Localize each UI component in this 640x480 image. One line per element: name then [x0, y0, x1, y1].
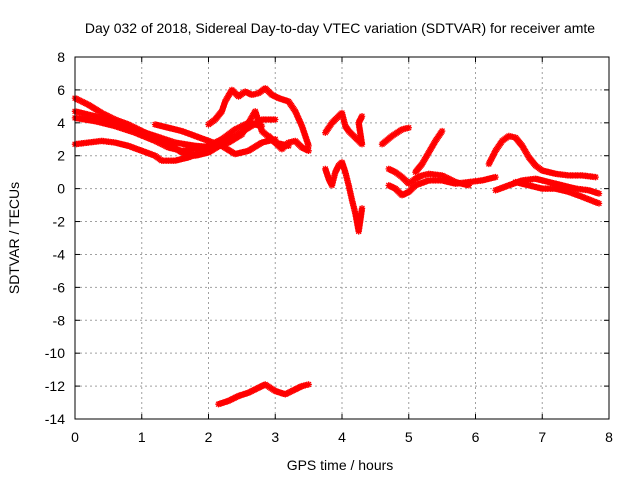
series-track-l — [385, 165, 473, 189]
series-track-j — [322, 109, 366, 148]
x-tick-label: 7 — [538, 429, 546, 445]
data-point — [272, 116, 279, 123]
x-tick-label: 3 — [271, 429, 279, 445]
y-tick-label: -6 — [53, 279, 66, 295]
data-point — [272, 136, 279, 143]
y-tick-label: -2 — [53, 214, 66, 230]
series-track-e — [151, 121, 279, 158]
x-tick-label: 1 — [138, 429, 146, 445]
data-point — [225, 136, 232, 143]
data-point — [492, 173, 499, 181]
x-tick-label: 8 — [605, 429, 613, 445]
y-tick-label: 8 — [57, 49, 65, 65]
data-point — [305, 142, 312, 150]
data-point — [305, 381, 312, 388]
data-point — [305, 147, 312, 154]
y-tick-label: 0 — [57, 181, 65, 197]
x-tick-label: 6 — [472, 429, 480, 445]
data-point — [285, 142, 292, 150]
data-point — [592, 173, 599, 181]
plot-frame — [74, 56, 610, 420]
data-point — [465, 182, 473, 189]
data-marks-layer — [71, 85, 603, 408]
axes-layer: 0 1 2 3 4 5 6 7 8 -14 -12 -10 -8 -6 -4 -2 0 2 4 6 8 — [45, 49, 613, 445]
data-point — [258, 122, 266, 130]
y-tick-label: 6 — [57, 82, 65, 98]
x-tick-label: 5 — [405, 429, 413, 445]
y-tick-label: -12 — [45, 378, 65, 394]
series-track-f — [205, 85, 312, 150]
series-track-g — [265, 132, 312, 154]
series-track-q — [512, 178, 603, 207]
series-track-n — [412, 127, 446, 176]
y-tick-label: -8 — [53, 312, 66, 328]
y-axis-label: SDTVAR / TECUs — [6, 182, 22, 294]
y-tick-label: 4 — [57, 115, 65, 131]
y-tick-label: -10 — [45, 345, 65, 361]
x-tick-label: 4 — [338, 429, 346, 445]
series-track-o — [485, 132, 599, 181]
data-point — [358, 113, 366, 120]
series-track-m — [378, 124, 412, 148]
x-axis-label: GPS time / hours — [287, 457, 394, 473]
data-point — [595, 190, 603, 197]
x-tick-label: 2 — [205, 429, 213, 445]
data-point — [595, 200, 603, 207]
y-tick-label: -4 — [53, 246, 66, 262]
data-point — [358, 205, 366, 212]
series-track-i — [322, 159, 366, 235]
series-track-d — [71, 136, 232, 164]
data-point — [405, 124, 412, 131]
chart-title: Day 032 of 2018, Sidereal Day-to-day VTE… — [85, 20, 595, 36]
y-tick-label: -14 — [45, 411, 65, 427]
series-track-h — [215, 381, 312, 408]
data-point — [438, 127, 446, 135]
y-tick-label: 2 — [57, 148, 65, 164]
x-tick-label: 0 — [71, 429, 79, 445]
